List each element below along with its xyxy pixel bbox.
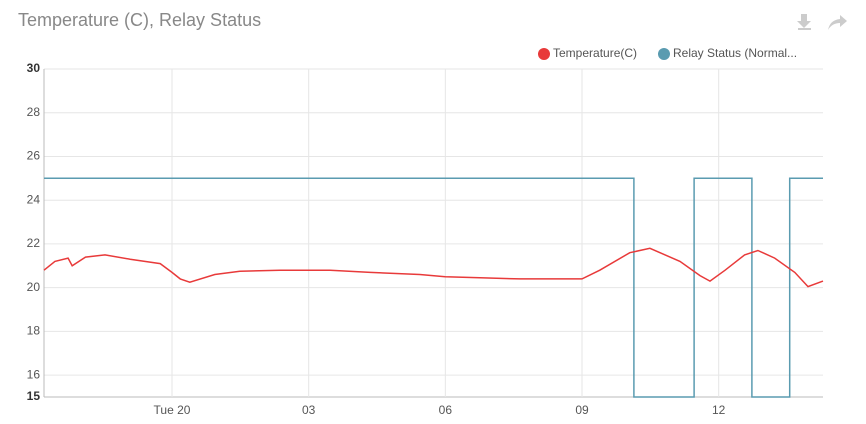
x-tick-label: 12 bbox=[712, 403, 726, 417]
legend-label: Relay Status (Normal... bbox=[673, 46, 797, 60]
y-tick-label: 18 bbox=[27, 324, 41, 338]
y-tick-label: 26 bbox=[27, 149, 41, 163]
y-tick-label: 28 bbox=[27, 105, 41, 119]
x-tick-label: Tue 20 bbox=[154, 403, 191, 417]
y-tick-label: 24 bbox=[27, 192, 41, 206]
x-tick-label: 06 bbox=[439, 403, 453, 417]
series-line bbox=[44, 177, 823, 398]
y-tick-label: 22 bbox=[27, 236, 41, 250]
legend-item[interactable]: Relay Status (Normal... bbox=[658, 46, 797, 60]
legend-marker bbox=[538, 48, 550, 60]
legend-marker bbox=[658, 48, 670, 60]
y-tick-label: 16 bbox=[27, 367, 41, 381]
legend-item[interactable]: Temperature(C) bbox=[538, 46, 637, 60]
y-tick-label: 15 bbox=[27, 389, 41, 403]
series-line bbox=[43, 247, 824, 288]
share-icon[interactable] bbox=[828, 15, 847, 30]
y-tick-label: 20 bbox=[27, 280, 41, 294]
x-tick-label: 09 bbox=[575, 403, 589, 417]
y-tick-label: 30 bbox=[27, 61, 41, 75]
legend-label: Temperature(C) bbox=[553, 46, 637, 60]
x-tick-label: 03 bbox=[302, 403, 316, 417]
chart-title: Temperature (C), Relay Status bbox=[18, 10, 261, 30]
download-icon[interactable] bbox=[797, 14, 811, 30]
